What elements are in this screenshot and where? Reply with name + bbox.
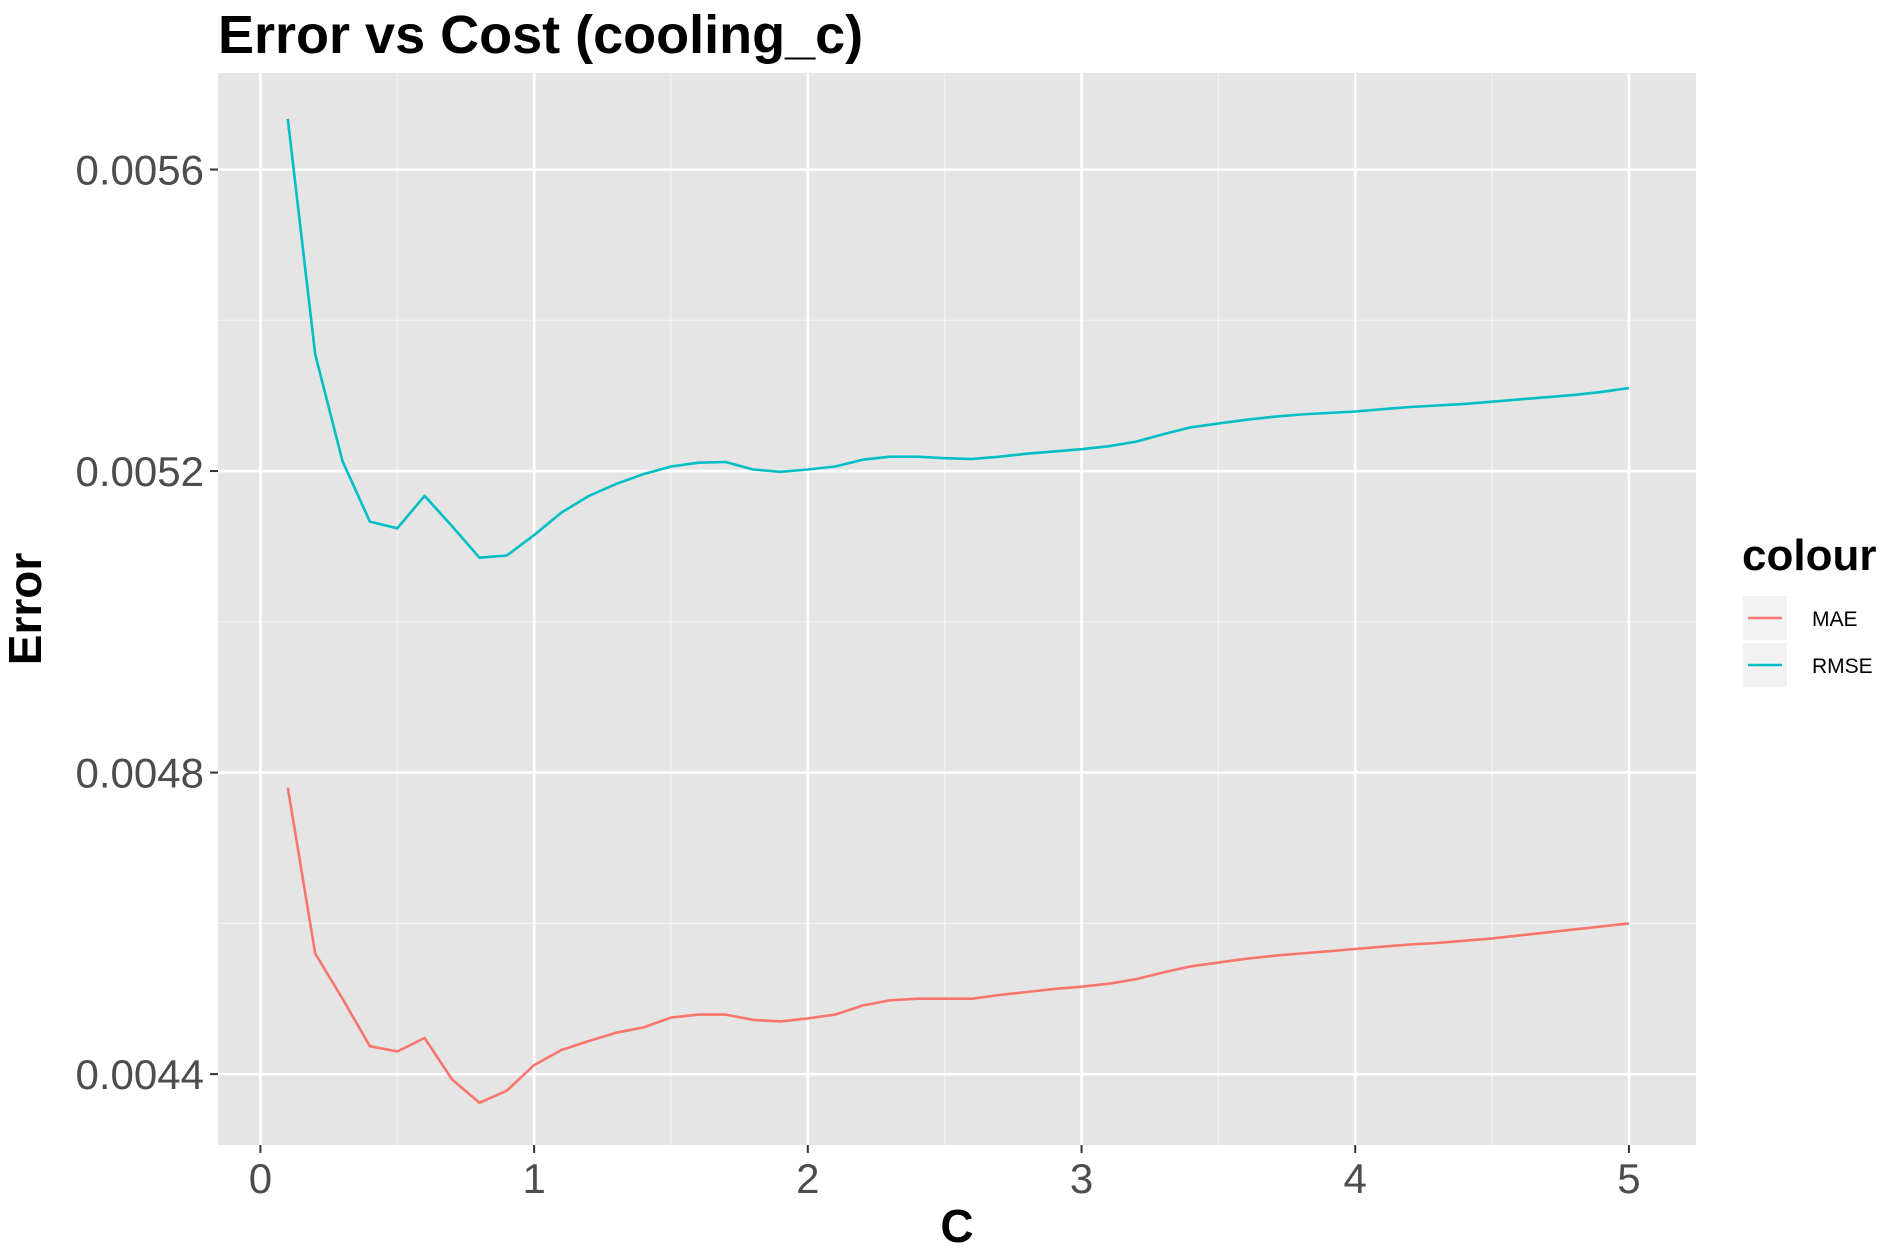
legend-label-mae: MAE — [1812, 608, 1858, 631]
legend-title: colour — [1742, 531, 1876, 580]
chart-title: Error vs Cost (cooling_c) — [218, 5, 863, 65]
x-axis-title: C — [940, 1200, 973, 1250]
legend: colour MAE RMSE — [1742, 531, 1876, 687]
x-tick-label: 1 — [522, 1155, 545, 1202]
series-lines — [286, 118, 1630, 1105]
series-line-mae — [286, 787, 1630, 1105]
y-tick-label: 0.0056 — [76, 146, 204, 193]
y-axis-title: Error — [0, 553, 51, 666]
x-tick-label: 0 — [249, 1155, 272, 1202]
x-tick-label: 2 — [796, 1155, 819, 1202]
series-line-rmse — [286, 118, 1630, 560]
y-tick-label: 0.0044 — [76, 1051, 204, 1098]
plot-panel — [218, 73, 1696, 1145]
y-axis: 0.0044 0.0048 0.0052 0.0056 — [76, 146, 218, 1098]
y-tick-label: 0.0052 — [76, 448, 204, 495]
x-axis: 0 1 2 3 4 5 — [249, 1145, 1641, 1202]
x-tick-label: 4 — [1344, 1155, 1367, 1202]
x-tick-label: 5 — [1617, 1155, 1640, 1202]
grid-lines — [218, 73, 1696, 1145]
legend-label-rmse: RMSE — [1812, 655, 1873, 678]
y-tick-label: 0.0048 — [76, 750, 204, 797]
x-tick-label: 3 — [1070, 1155, 1093, 1202]
